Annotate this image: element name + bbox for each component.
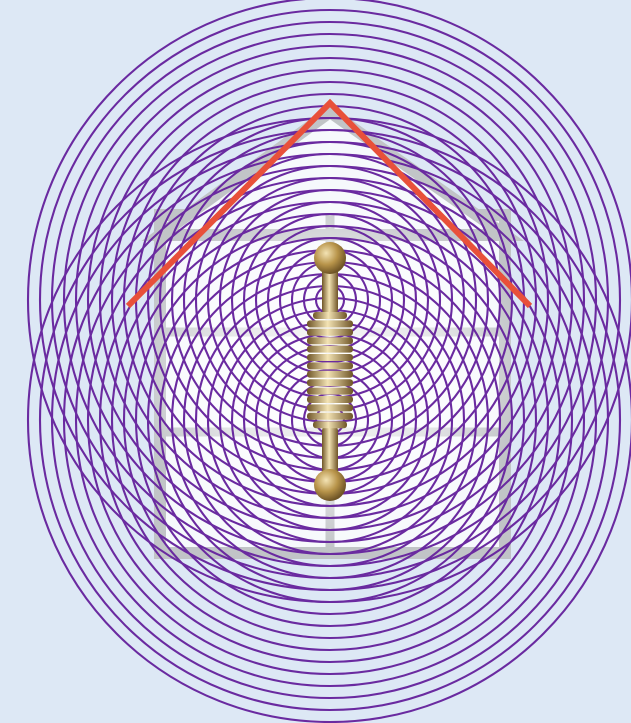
coil-winding	[307, 354, 353, 361]
wave-ring	[146, 236, 514, 604]
coil-winding	[307, 387, 353, 395]
wave-ring	[62, 152, 598, 688]
roof-line	[125, 98, 533, 309]
coil-winding	[307, 362, 353, 370]
coil-winding	[313, 312, 347, 319]
coil-winding	[307, 337, 353, 345]
coil-winding	[307, 328, 353, 336]
antenna-bottom-ball	[314, 469, 346, 501]
wave-ring	[110, 200, 550, 640]
antenna-coil	[307, 312, 353, 429]
coil-winding	[307, 370, 353, 378]
wave-ring	[86, 176, 574, 664]
wave-ring	[27, 117, 631, 723]
concentric-wave-rings	[27, 0, 631, 723]
coil-winding	[307, 379, 353, 387]
coil-winding	[307, 345, 353, 353]
coil-winding	[313, 421, 347, 429]
dipole-antenna-icon	[307, 242, 353, 501]
coil-winding	[307, 404, 353, 412]
wave-ring	[38, 128, 622, 712]
wave-ring	[74, 164, 586, 676]
antenna-upper-rod	[322, 265, 338, 315]
wave-ring	[122, 212, 538, 628]
antenna-lower-rod	[322, 425, 338, 480]
wave-ring	[98, 188, 562, 652]
coil-winding	[307, 320, 353, 328]
coil-winding	[307, 412, 353, 420]
antenna-top-ball	[314, 242, 346, 274]
wave-ring	[134, 224, 526, 616]
coil-winding	[307, 396, 353, 403]
wave-ring	[50, 140, 610, 700]
